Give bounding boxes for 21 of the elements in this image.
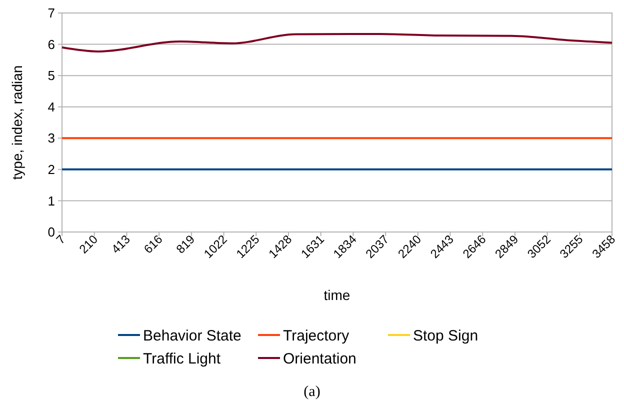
legend-label: Trajectory [283, 327, 350, 344]
x-tick-label: 413 [108, 232, 134, 256]
x-axis-title: time [324, 287, 350, 303]
legend-label: Orientation [283, 350, 356, 368]
legend-label: Stop Sign [413, 327, 478, 344]
y-axis-title: type, index, radian [9, 65, 25, 180]
text: (a) [304, 384, 320, 400]
y-tick-label: 0 [48, 224, 55, 240]
line-series [61, 32, 613, 52]
y-tick-label: 3 [48, 130, 55, 146]
x-tick-label: 819 [173, 232, 198, 256]
y-tick-label: 5 [48, 68, 55, 84]
y-tick-label: 4 [48, 99, 55, 114]
y-tick-label: 6 [48, 36, 55, 52]
y-tick-label: 2 [48, 162, 55, 177]
legend-label: Behavior State [143, 327, 242, 344]
legend-label: Traffic Light [143, 350, 222, 368]
y-tick-label: 7 [48, 6, 55, 21]
y-tick-label: 1 [48, 193, 55, 208]
x-tick-label: 210 [76, 232, 101, 256]
x-tick-label: 616 [141, 232, 166, 256]
